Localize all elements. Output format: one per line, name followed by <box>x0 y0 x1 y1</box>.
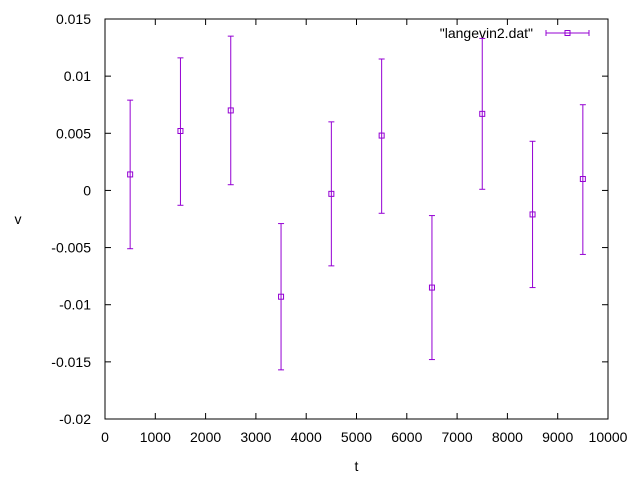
legend: "langevin2.dat" <box>440 25 590 41</box>
x-tick-label: 8000 <box>492 429 523 445</box>
x-tick-label: 7000 <box>442 429 473 445</box>
point-marker <box>579 176 586 182</box>
legend-key <box>545 30 590 36</box>
point-marker <box>529 211 536 218</box>
legend-label: "langevin2.dat" <box>440 25 533 41</box>
point-marker <box>479 110 486 117</box>
data-point <box>328 121 335 267</box>
data-point <box>227 35 234 186</box>
x-tick-label: 5000 <box>341 429 372 445</box>
x-tick-label: 9000 <box>542 429 573 445</box>
data-series <box>127 35 586 371</box>
y-tick-label: 0 <box>83 182 91 198</box>
y-tick-label: -0.015 <box>51 354 91 370</box>
data-point <box>579 104 586 255</box>
data-point <box>177 57 184 206</box>
y-tick-label: 0.01 <box>64 68 91 84</box>
data-point <box>529 140 536 289</box>
y-tick-label: -0.005 <box>51 240 91 256</box>
y-tick-label: -0.02 <box>59 411 91 427</box>
x-axis-label: t <box>355 458 359 474</box>
plot-frame <box>104 18 609 420</box>
x-tick-label: 4000 <box>291 429 322 445</box>
x-tick-label: 1000 <box>140 429 171 445</box>
y-axis-ticks: -0.02 -0.015 -0.01 -0.005 0 0.005 0.01 0.015 <box>51 11 608 427</box>
x-tick-label: 10000 <box>589 429 628 445</box>
data-point <box>378 58 385 214</box>
data-point <box>479 37 486 190</box>
y-axis-label: v <box>15 211 22 227</box>
point-marker <box>378 132 385 139</box>
data-point <box>127 99 134 250</box>
point-marker <box>328 190 335 197</box>
y-tick-label: -0.01 <box>59 297 91 313</box>
y-tick-label: 0.015 <box>56 11 91 27</box>
data-point <box>278 223 285 371</box>
point-marker <box>177 128 184 134</box>
data-point <box>428 215 435 361</box>
point-marker <box>278 293 285 300</box>
point-marker <box>227 107 234 114</box>
x-tick-label: 0 <box>101 429 109 445</box>
y-tick-label: 0.005 <box>56 125 91 141</box>
x-tick-label: 2000 <box>190 429 221 445</box>
point-marker <box>428 284 435 291</box>
x-tick-label: 3000 <box>240 429 271 445</box>
x-axis-ticks: 0 1000 2000 3000 4000 5000 6000 7000 8000 9000 100… <box>101 19 628 445</box>
x-tick-label: 6000 <box>391 429 422 445</box>
legend-marker <box>564 30 571 36</box>
point-marker <box>127 171 134 178</box>
